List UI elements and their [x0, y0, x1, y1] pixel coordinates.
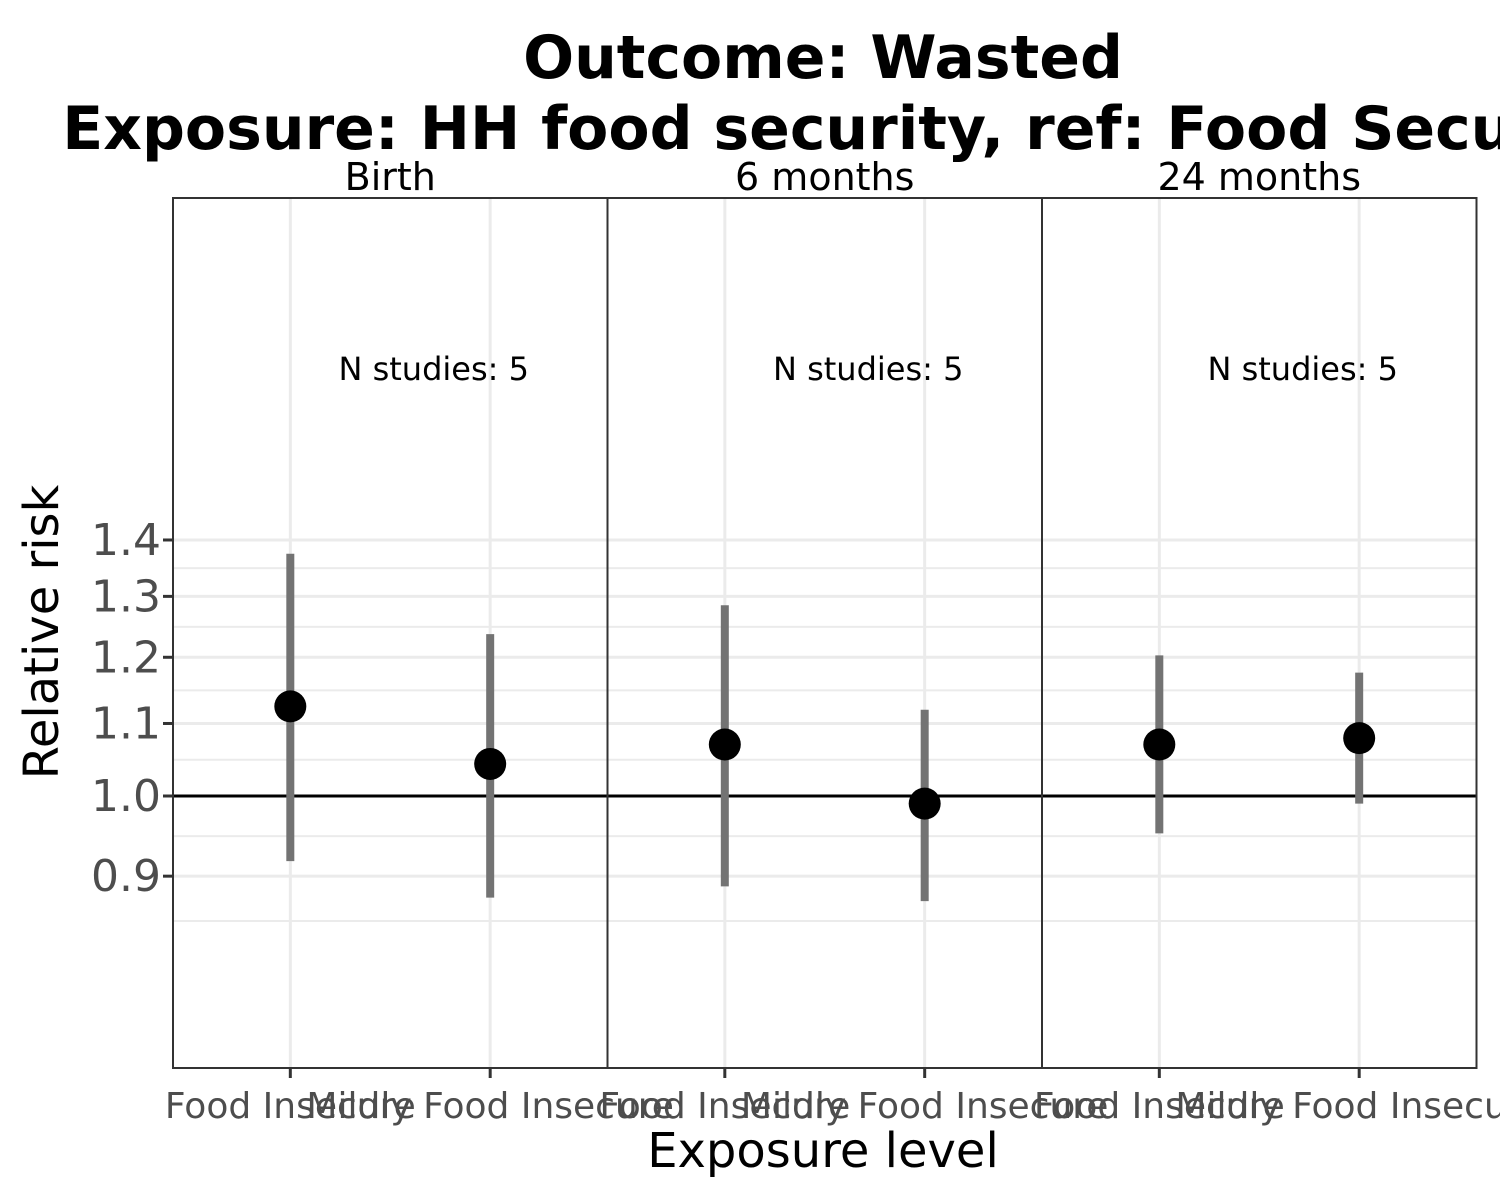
- point-estimate: [908, 787, 941, 820]
- x-tick-label: Mildly Food Insecure: [741, 1086, 1109, 1127]
- y-tick-label: 1.0: [91, 771, 161, 822]
- panel-border: [172, 197, 609, 1069]
- x-tick-label: Food Insecure: [599, 1086, 850, 1127]
- y-tick-label: 1.3: [91, 571, 161, 622]
- point-estimate: [474, 747, 507, 780]
- x-tick-label: Mildly Food Insecure: [306, 1086, 674, 1127]
- y-tick-label: 1.2: [91, 632, 161, 683]
- facet-label: 6 months: [735, 155, 914, 199]
- y-tick-label: 1.4: [91, 515, 161, 566]
- point-estimate: [1143, 728, 1176, 761]
- chart-subtitle: Exposure: HH food security, ref: Food Se…: [62, 94, 1500, 164]
- y-axis-title: Relative risk: [14, 484, 70, 779]
- point-estimate: [274, 690, 307, 723]
- facet-label: 24 months: [1157, 155, 1361, 199]
- x-axis-title: Exposure level: [647, 1123, 999, 1179]
- facet-label: Birth: [345, 155, 436, 199]
- annotation-n-studies: N studies: 5: [338, 350, 528, 388]
- panel-border: [606, 197, 1043, 1069]
- y-tick-label: 0.9: [91, 851, 161, 902]
- y-tick-label: 1.1: [91, 698, 161, 749]
- x-tick-label: Food Insecure: [1034, 1086, 1285, 1127]
- point-estimate: [1343, 722, 1376, 755]
- x-tick-label: Food Insecure: [165, 1086, 416, 1127]
- panel-1: N studies: 5 6 months Food InsecureMildly …: [599, 155, 1108, 1127]
- point-estimate: [708, 728, 741, 761]
- panel-border: [1041, 197, 1478, 1069]
- chart-title: Outcome: Wasted: [523, 23, 1123, 93]
- annotation-n-studies: N studies: 5: [1207, 350, 1397, 388]
- annotation-n-studies: N studies: 5: [773, 350, 963, 388]
- panel-2: N studies: 5 24 months Food InsecureMildly…: [1034, 155, 1500, 1127]
- x-tick-label: Mildly Food Insecure: [1175, 1086, 1500, 1127]
